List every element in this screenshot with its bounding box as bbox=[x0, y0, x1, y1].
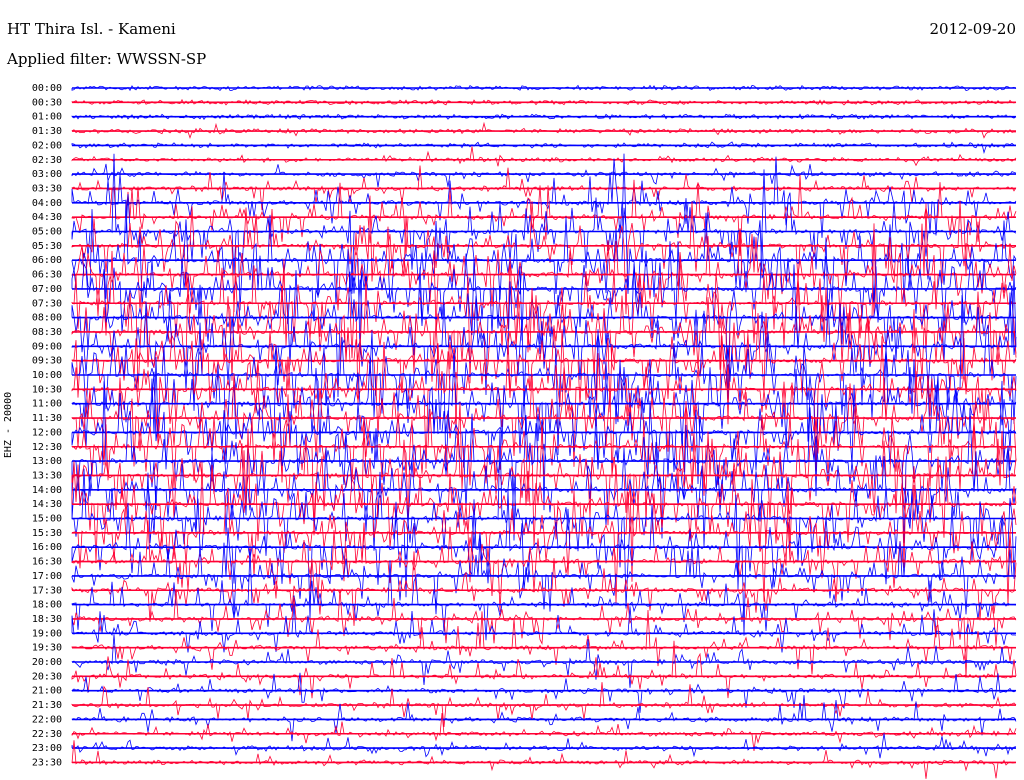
trace-line bbox=[71, 588, 1017, 679]
row-tick-label: 04:00 bbox=[32, 198, 62, 209]
trace-line bbox=[71, 165, 1017, 211]
trace-line bbox=[71, 634, 1017, 688]
row-tick-label: 09:00 bbox=[32, 341, 62, 352]
row-tick-label: 02:00 bbox=[32, 140, 62, 151]
tick-label-group: 00:00 00:30 01:00 01:30 02:00 02:30 03:00 03:30… bbox=[32, 83, 62, 768]
trace-line bbox=[71, 551, 1017, 626]
row-tick-label: 17:00 bbox=[32, 571, 62, 582]
trace-line bbox=[71, 257, 1017, 400]
row-tick-label: 23:00 bbox=[32, 743, 62, 754]
filter-label: Applied filter: WWSSN-SP bbox=[7, 50, 207, 68]
row-tick-label: 15:30 bbox=[32, 528, 62, 539]
row-tick-label: 18:30 bbox=[32, 614, 62, 625]
row-tick-label: 01:00 bbox=[32, 112, 62, 123]
row-tick-label: 18:00 bbox=[32, 600, 62, 611]
row-tick-label: 11:00 bbox=[32, 399, 62, 410]
row-tick-label: 19:00 bbox=[32, 628, 62, 639]
row-tick-label: 12:30 bbox=[32, 442, 62, 453]
row-tick-label: 03:30 bbox=[32, 183, 62, 194]
row-tick-label: 13:30 bbox=[32, 470, 62, 481]
row-tick-label: 23:30 bbox=[32, 757, 62, 768]
row-tick-label: 00:00 bbox=[32, 83, 62, 94]
row-tick-label: 21:00 bbox=[32, 686, 62, 697]
row-tick-label: 05:30 bbox=[32, 241, 62, 252]
row-tick-label: 06:30 bbox=[32, 270, 62, 281]
row-tick-label: 19:30 bbox=[32, 643, 62, 654]
trace-line bbox=[71, 441, 1017, 551]
trace-line bbox=[71, 232, 1017, 341]
row-tick-label: 00:30 bbox=[32, 97, 62, 108]
row-tick-label: 10:30 bbox=[32, 384, 62, 395]
row-tick-label: 22:30 bbox=[32, 729, 62, 740]
trace-line bbox=[71, 428, 1017, 563]
row-tick-label: 08:00 bbox=[32, 313, 62, 324]
row-tick-label: 14:30 bbox=[32, 499, 62, 510]
row-tick-label: 21:30 bbox=[32, 700, 62, 711]
row-tick-label: 16:30 bbox=[32, 557, 62, 568]
row-tick-label: 12:00 bbox=[32, 427, 62, 438]
row-tick-label: 10:00 bbox=[32, 370, 62, 381]
trace-line bbox=[71, 295, 1017, 477]
row-tick-label: 01:30 bbox=[32, 126, 62, 137]
row-tick-label: 06:00 bbox=[32, 255, 62, 266]
row-tick-label: 22:00 bbox=[32, 714, 62, 725]
row-tick-label: 07:30 bbox=[32, 298, 62, 309]
date-label: 2012-09-20 bbox=[929, 20, 1016, 38]
row-tick-label: 14:00 bbox=[32, 485, 62, 496]
row-tick-label: 07:00 bbox=[32, 284, 62, 295]
row-tick-label: 15:00 bbox=[32, 514, 62, 525]
trace-line bbox=[71, 733, 1017, 759]
row-tick-label: 03:00 bbox=[32, 169, 62, 180]
row-tick-label: 02:30 bbox=[32, 155, 62, 166]
row-tick-label: 04:30 bbox=[32, 212, 62, 223]
row-tick-label: 05:00 bbox=[32, 227, 62, 238]
row-tick-label: 09:30 bbox=[32, 356, 62, 367]
trace-line bbox=[71, 712, 1017, 752]
row-tick-label: 20:30 bbox=[32, 671, 62, 682]
row-tick-label: 16:00 bbox=[32, 542, 62, 553]
row-tick-label: 08:30 bbox=[32, 327, 62, 338]
trace-line bbox=[71, 141, 1017, 154]
trace-line bbox=[71, 527, 1017, 615]
trace-line bbox=[71, 153, 1017, 311]
row-tick-label: 11:30 bbox=[32, 413, 62, 424]
trace-group bbox=[71, 84, 1017, 779]
trace-line bbox=[71, 272, 1017, 439]
trace-line bbox=[71, 163, 1017, 188]
trace-line bbox=[71, 740, 1017, 779]
row-tick-label: 17:30 bbox=[32, 585, 62, 596]
trace-line bbox=[71, 146, 1017, 167]
station-title: HT Thira Isl. - Kameni bbox=[7, 20, 176, 38]
row-tick-label: 13:00 bbox=[32, 456, 62, 467]
trace-line bbox=[71, 416, 1017, 582]
row-tick-label: 20:00 bbox=[32, 657, 62, 668]
